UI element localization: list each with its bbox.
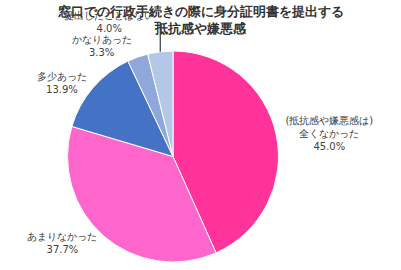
svg-text:かなりあった3.3%: かなりあった3.3% (72, 34, 132, 58)
svg-text:窓口での行政手続きの際に身分証明書を提出する抵抗感や嫌悪感: 窓口での行政手続きの際に身分証明書を提出する抵抗感や嫌悪感 (58, 4, 344, 36)
svg-text:(抵抗感や嫌悪感は)全くなかった45.0%: (抵抗感や嫌悪感は)全くなかった45.0% (285, 115, 373, 152)
svg-text:多少あった13.9%: 多少あった13.9% (37, 71, 87, 95)
svg-text:あまりなかった37.7%: あまりなかった37.7% (27, 231, 97, 255)
svg-text:提出したことはない4.0%: 提出したことはない4.0% (64, 10, 154, 34)
